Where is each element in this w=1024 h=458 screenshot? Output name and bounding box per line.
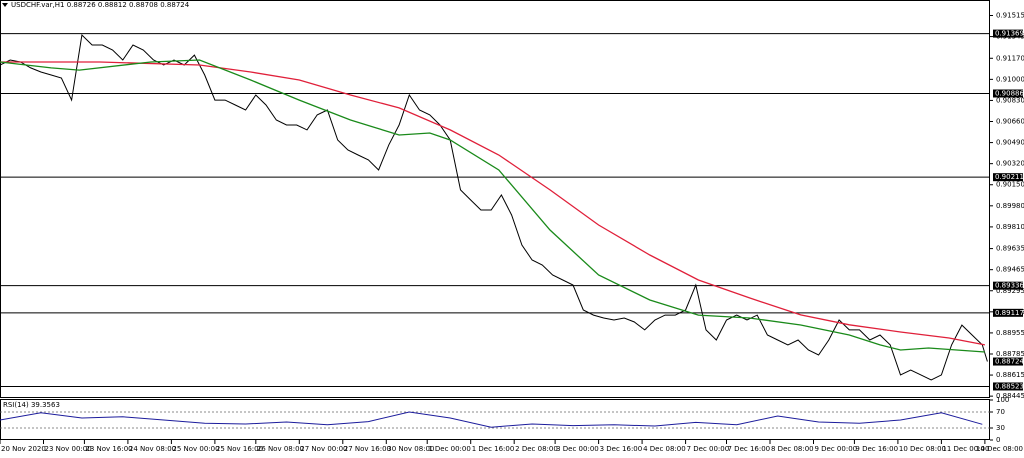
level-label-box (993, 29, 1023, 38)
x-tick-label: 1 Dec 00:00 (428, 445, 471, 453)
level-label: 0.91369 (995, 30, 1024, 38)
x-tick-label: 1 Dec 16:00 (472, 445, 515, 453)
y-tick-label: 0.89980 (996, 202, 1024, 210)
level-label: 0.90211 (995, 173, 1024, 181)
y-tick-label: 0.89465 (996, 266, 1024, 274)
x-tick-label: 23 Nov 16:00 (85, 445, 132, 453)
y-tick-label: 0.90320 (996, 160, 1024, 168)
x-tick-label: 2 Dec 08:00 (515, 445, 558, 453)
y-tick-label: 0 (996, 436, 1000, 444)
y-tick-label: 0.88955 (996, 329, 1024, 337)
level-label-box (993, 382, 1023, 391)
level-label-box (993, 308, 1023, 317)
series-line (0, 411, 983, 428)
level-label-box (993, 173, 1023, 182)
y-tick-label: 0.89810 (996, 223, 1024, 231)
x-tick-label: 26 Nov 08:00 (257, 445, 304, 453)
x-tick-label: 24 Nov 08:00 (129, 445, 176, 453)
y-tick-label: 100 (996, 396, 1009, 404)
x-tick-label: 11 Dec 00:00 (942, 445, 989, 453)
series-line (0, 59, 985, 353)
chart-title: USDCHF.var,H1 0.88726 0.88812 0.88708 0.… (11, 1, 190, 9)
level-label: 0.89117 (995, 309, 1024, 317)
x-tick-label: 9 Dec 16:00 (855, 445, 898, 453)
y-tick-label: 0.89295 (996, 287, 1024, 295)
y-tick-label: 0.89635 (996, 245, 1024, 253)
y-tick-label: 0.88785 (996, 350, 1024, 358)
last-price-box (993, 357, 1023, 366)
menu-arrow[interactable] (2, 3, 8, 7)
level-label-box (993, 89, 1023, 98)
y-tick-label: 0.88615 (996, 371, 1024, 379)
last-price-label: 0.88724 (995, 358, 1024, 366)
x-tick-label: 20 Nov 2020 (1, 445, 46, 453)
y-tick-label: 70 (996, 408, 1005, 416)
level-label: 0.90886 (995, 89, 1024, 97)
y-tick-label: 0.88445 (996, 392, 1024, 400)
y-tick-label: 0.90150 (996, 181, 1024, 189)
x-tick-label: 7 Dec 00:00 (687, 445, 730, 453)
x-tick-label: 25 Nov 16:00 (216, 445, 263, 453)
y-tick-label: 0.90490 (996, 139, 1024, 147)
y-tick-label: 0.91170 (996, 54, 1024, 62)
series-line (0, 61, 986, 346)
x-tick-label: 8 Dec 08:00 (771, 445, 814, 453)
x-tick-label: 3 Dec 00:00 (556, 445, 599, 453)
x-tick-label: 4 Dec 08:00 (643, 445, 686, 453)
x-tick-label: 10 Dec 08:00 (899, 445, 946, 453)
level-label-box (993, 281, 1023, 290)
x-tick-label: 25 Nov 00:00 (172, 445, 219, 453)
y-tick-label: 0.91515 (996, 11, 1024, 19)
x-tick-label: 3 Dec 16:00 (600, 445, 643, 453)
x-tick-label: 7 Dec 16:00 (728, 445, 771, 453)
level-label: 0.88523 (995, 382, 1024, 390)
x-tick-label: 9 Dec 00:00 (814, 445, 857, 453)
rsi-title: RSI(14) 39.3563 (3, 401, 60, 409)
x-tick-label: 27 Nov 00:00 (300, 445, 347, 453)
price-panel-frame (0, 0, 990, 398)
y-tick-label: 0.91000 (996, 75, 1024, 83)
y-tick-label: 30 (996, 424, 1005, 432)
y-tick-label: 0.90660 (996, 118, 1024, 126)
x-tick-label: 23 Nov 00:00 (44, 445, 91, 453)
x-tick-label: 14 Dec 08:00 (976, 445, 1023, 453)
x-tick-label: 30 Nov 08:00 (387, 445, 434, 453)
y-tick-label: 0.90830 (996, 96, 1024, 104)
x-tick-label: 27 Nov 16:00 (344, 445, 391, 453)
level-label: 0.89336 (995, 282, 1024, 290)
